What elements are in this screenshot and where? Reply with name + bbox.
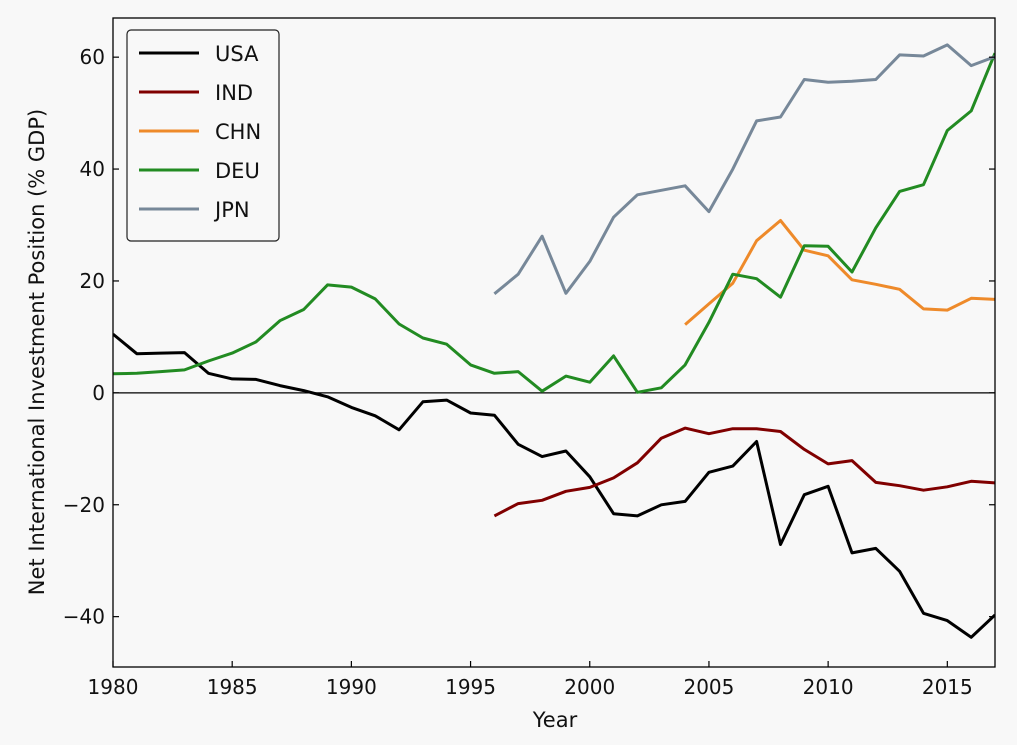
- x-tick-label: 2000: [564, 675, 615, 699]
- y-tick-label: 20: [80, 269, 105, 293]
- series-group: [113, 43, 995, 639]
- legend-label-chn: CHN: [215, 120, 261, 144]
- legend-label-deu: DEU: [215, 159, 260, 183]
- legend-label-jpn: JPN: [213, 198, 250, 222]
- y-tick-label: −20: [63, 493, 105, 517]
- x-tick-label: 1985: [207, 675, 258, 699]
- x-tick-label: 2010: [803, 675, 854, 699]
- y-tick-label: −40: [63, 605, 105, 629]
- series-line-usa: [113, 332, 995, 639]
- series-line-ind: [493, 426, 995, 518]
- y-tick-label: 60: [80, 45, 105, 69]
- series-line-deu: [113, 52, 995, 394]
- y-tick-label: 40: [80, 157, 105, 181]
- series-line-jpn: [493, 43, 995, 295]
- x-axis-label: Year: [532, 708, 578, 732]
- x-tick-label: 1990: [326, 675, 377, 699]
- x-tick-label: 2015: [922, 675, 973, 699]
- legend-label-usa: USA: [215, 42, 259, 66]
- legend-box: [126, 29, 280, 242]
- legend: USA IND CHN DEU JPN: [126, 29, 280, 242]
- y-axis-label: Net International Investment Position (%…: [25, 109, 49, 595]
- plot-area: 1980 1985 1990 1995 2000 2005 2010 2015 −40 −20 0 2…: [63, 17, 996, 699]
- x-tick-label: 1995: [445, 675, 496, 699]
- legend-label-ind: IND: [215, 81, 253, 105]
- x-tick-label: 2005: [683, 675, 734, 699]
- y-tick-label: 0: [92, 381, 105, 405]
- plot-frame: [112, 17, 996, 668]
- x-tick-label: 1980: [88, 675, 139, 699]
